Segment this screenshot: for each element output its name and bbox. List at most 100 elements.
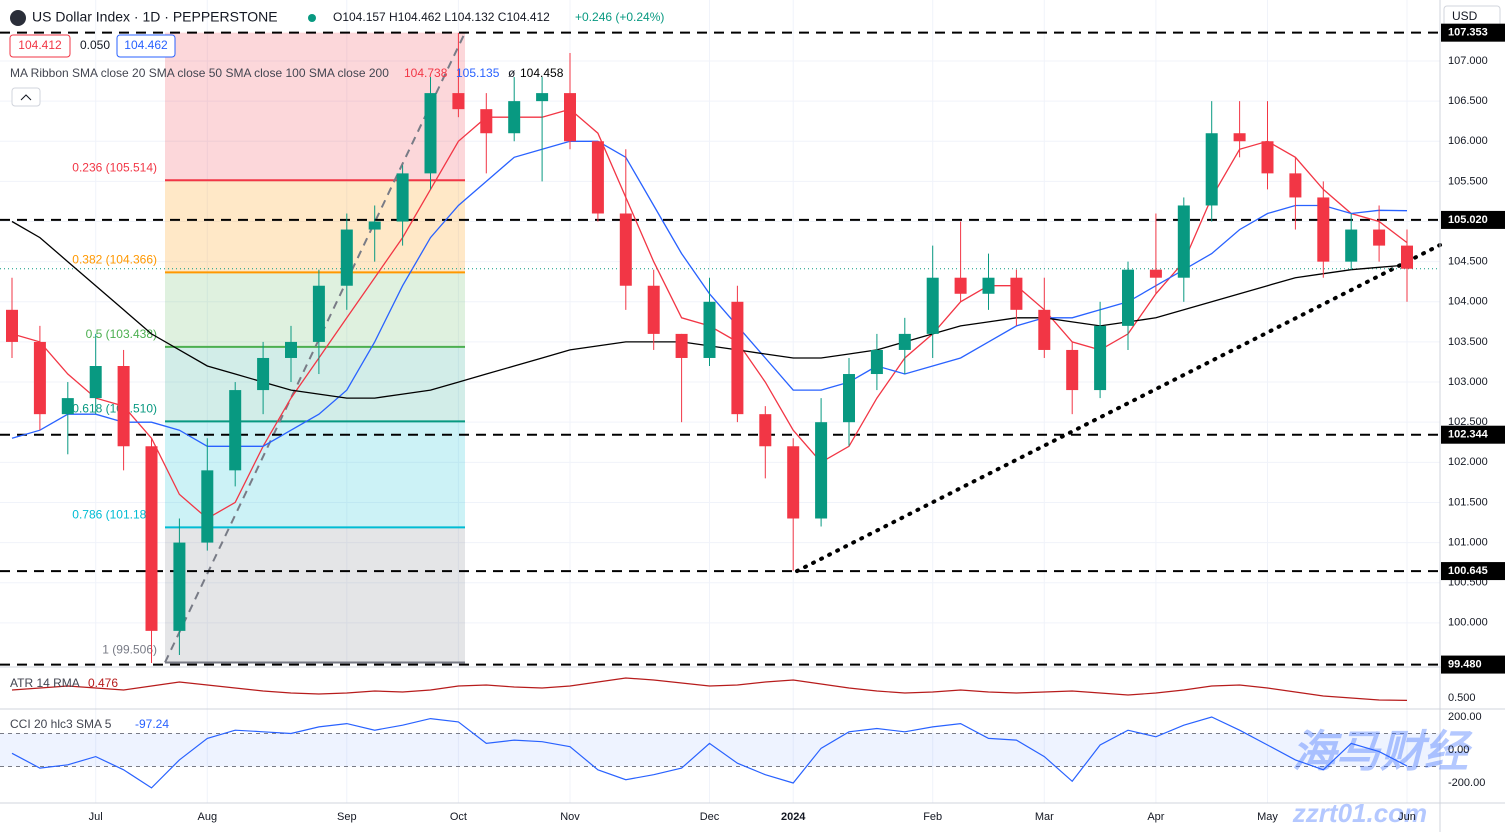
legend-prefix: ø — [508, 66, 516, 80]
level-label: 102.344 — [1448, 429, 1489, 441]
x-tick-label: May — [1257, 811, 1278, 823]
fib-trend-line — [164, 32, 466, 663]
candle-body — [1149, 269, 1162, 278]
y-tick-label: 101.000 — [1448, 536, 1488, 548]
cci-label: CCI 20 hlc3 SMA 5 — [10, 717, 112, 731]
symbol-title[interactable]: US Dollar Index · 1D · PEPPERSTONE — [32, 9, 278, 25]
candle-body — [926, 277, 939, 334]
buy-button[interactable] — [116, 34, 176, 58]
x-tick-label: Aug — [198, 811, 218, 823]
candle-body — [787, 446, 800, 519]
fib-zone — [165, 180, 465, 273]
candle-body — [619, 213, 632, 286]
x-tick-label: Oct — [450, 811, 467, 823]
y-tick-label: 102.000 — [1448, 456, 1488, 468]
candle-body — [843, 374, 855, 423]
bid-price[interactable]: 104.412 — [18, 38, 62, 52]
y-tick-label: 105.500 — [1448, 175, 1488, 187]
candle-body — [898, 333, 911, 350]
y-tick-label: 102.500 — [1448, 416, 1488, 428]
candle-body — [312, 285, 325, 342]
ask-price[interactable]: 104.462 — [124, 38, 168, 52]
level-label: 107.353 — [1448, 27, 1488, 39]
level-badge — [1441, 23, 1505, 42]
candle-body — [257, 357, 270, 391]
legend-value: 104.738 — [404, 66, 448, 80]
candle-body — [6, 309, 18, 342]
candle-body — [759, 414, 772, 447]
candle-body — [1317, 197, 1330, 262]
x-tick-label: 2024 — [781, 811, 806, 823]
trend-line — [795, 243, 1442, 574]
cci-tick-label: 0.00 — [1448, 744, 1469, 756]
currency[interactable]: USD — [1452, 9, 1478, 23]
cci-tick-label: 200.00 — [1448, 711, 1482, 723]
candle-body — [368, 221, 381, 230]
fib-label: 0.786 (101.189) — [72, 508, 157, 522]
atr-label: ATR 14 RMA — [10, 676, 80, 690]
candle-body — [1066, 349, 1079, 391]
fib-zone — [165, 346, 465, 422]
y-tick-label: 104.500 — [1448, 256, 1488, 268]
level-badge — [1441, 210, 1505, 229]
candle-body — [117, 366, 130, 447]
y-tick-label: 103.500 — [1448, 336, 1488, 348]
candle-body — [229, 390, 242, 471]
fib-label: 1 (99.506) — [102, 643, 157, 657]
cci-value: -97.24 — [135, 717, 169, 731]
x-tick-label: Feb — [923, 811, 942, 823]
y-tick-label: 106.500 — [1448, 95, 1488, 107]
candle-body — [1373, 229, 1386, 246]
candle-body — [1010, 277, 1023, 310]
candle-body — [1094, 325, 1107, 391]
collapse-icon — [20, 94, 32, 101]
level-badge — [1441, 425, 1505, 444]
candle-body — [815, 422, 828, 519]
candle-body — [145, 446, 158, 631]
cci-band — [0, 733, 1440, 767]
level-label: 100.645 — [1448, 565, 1488, 577]
y-tick-label: 107.000 — [1448, 55, 1488, 67]
fib-zone — [165, 32, 465, 181]
symbol-icon — [10, 10, 26, 26]
x-tick-label: Apr — [1147, 811, 1164, 823]
candle-body — [480, 109, 493, 134]
fib-zone — [165, 527, 465, 663]
collapse-button[interactable] — [11, 87, 41, 107]
level-label: 99.480 — [1448, 658, 1482, 670]
fib-label: 0.382 (104.366) — [72, 253, 157, 267]
x-tick-label: Nov — [560, 811, 580, 823]
atr-value: 0.476 — [88, 676, 118, 690]
y-tick-label: 104.000 — [1448, 296, 1488, 308]
sell-button[interactable] — [9, 34, 71, 58]
y-tick-label: 106.000 — [1448, 135, 1488, 147]
candle-body — [647, 285, 660, 334]
legend-value: 104.458 — [520, 66, 564, 80]
ribbon-label: MA Ribbon SMA close 20 SMA close 50 SMA … — [10, 66, 389, 80]
cci-line — [11, 716, 1408, 789]
spread: 0.050 — [80, 38, 110, 52]
fib-label: 0.5 (103.438) — [86, 327, 157, 341]
candle-body — [1401, 245, 1413, 269]
fib-zone — [165, 421, 465, 528]
fib-label: 0.236 (105.514) — [72, 160, 157, 174]
candle-body — [396, 173, 409, 222]
candle-body — [89, 366, 102, 399]
candle-body — [1261, 141, 1274, 174]
candle-body — [1122, 269, 1134, 326]
ohlc-values: O104.157 H104.462 L104.132 C104.412 — [333, 10, 550, 24]
change-value: +0.246 (+0.24%) — [575, 10, 664, 24]
candle-body — [1289, 173, 1302, 198]
atr-line — [11, 677, 1408, 701]
y-tick-label: 103.000 — [1448, 376, 1488, 388]
candle-body — [508, 101, 521, 134]
y-tick-label: 100.000 — [1448, 617, 1488, 629]
x-tick-label: Mar — [1035, 811, 1054, 823]
candle-body — [61, 398, 74, 415]
level-badge — [1441, 655, 1505, 674]
market-status — [308, 14, 316, 22]
level-label: 105.020 — [1448, 214, 1488, 226]
